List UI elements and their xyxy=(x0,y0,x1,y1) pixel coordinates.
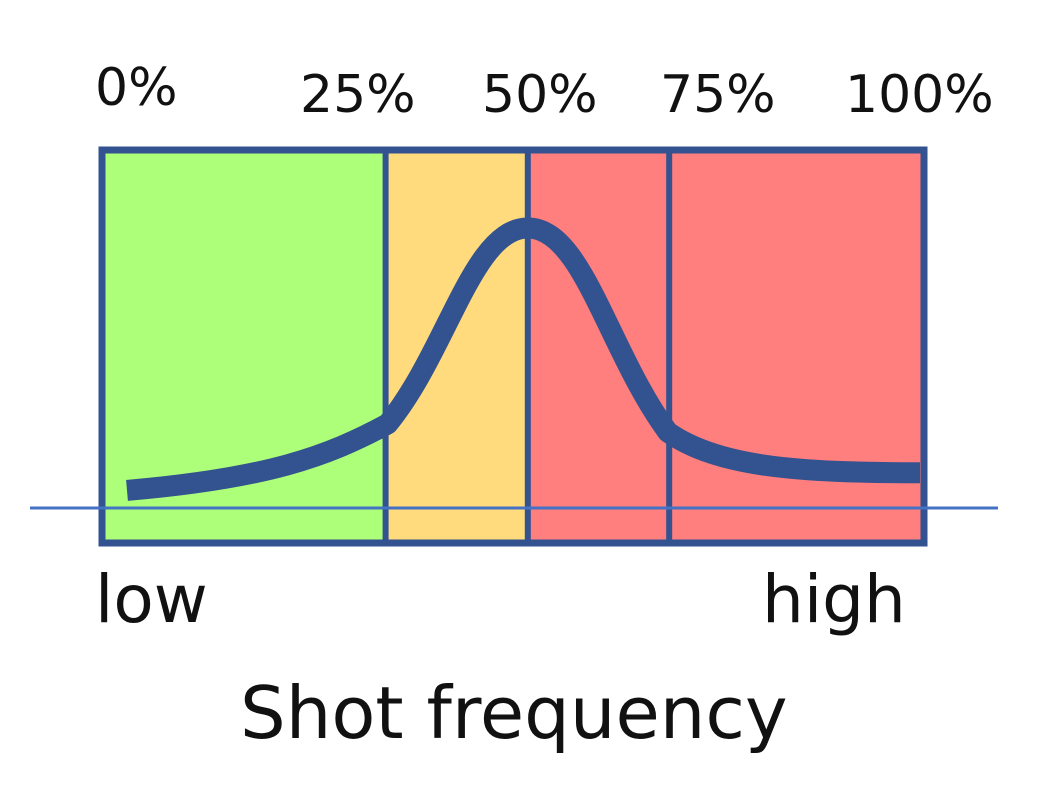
high-label: high xyxy=(762,561,906,638)
zone-dividers xyxy=(382,150,673,543)
axis-title: Shot frequency xyxy=(240,671,788,755)
frequency-zones xyxy=(102,150,924,543)
low-label: low xyxy=(95,561,208,638)
zone-1 xyxy=(385,150,528,543)
tick-label-100: 100% xyxy=(845,65,994,125)
tick-label-25: 25% xyxy=(300,65,416,125)
tick-label-75: 75% xyxy=(660,65,776,125)
tick-label-0: 0% xyxy=(95,58,178,118)
diagram-frame xyxy=(98,146,928,547)
tick-label-50: 50% xyxy=(482,65,598,125)
zone-2 xyxy=(527,150,670,543)
distribution-curve xyxy=(126,217,921,501)
zone-3 xyxy=(669,150,924,543)
